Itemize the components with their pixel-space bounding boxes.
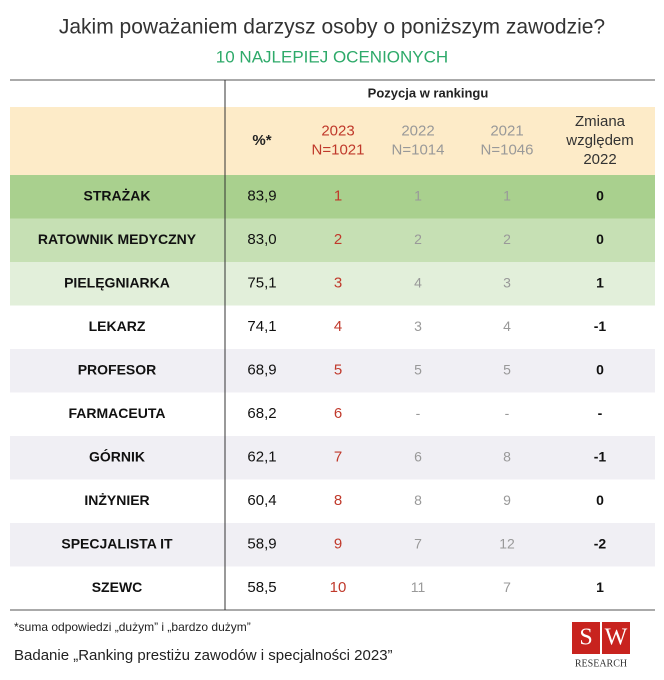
row-label: PIELĘGNIARKA <box>64 274 170 290</box>
logo-letter: S <box>579 625 592 651</box>
table-cell: 74,1 <box>247 318 276 335</box>
table-cell: 10 <box>330 579 347 596</box>
row-background <box>10 175 655 219</box>
table-cell: 3 <box>334 275 342 292</box>
column-header: %* <box>252 132 271 149</box>
table-cell: 1 <box>334 188 342 205</box>
subtitle: 10 NAJLEPIEJ OCENIONYCH <box>216 47 448 66</box>
row-label: INŻYNIER <box>84 492 149 508</box>
table-cell: 8 <box>503 448 511 464</box>
table-cell: 68,2 <box>247 405 276 422</box>
row-label: PROFESOR <box>78 361 157 377</box>
table-cell: 3 <box>414 318 422 334</box>
table-cell: 75,1 <box>247 275 276 292</box>
table-cell: -2 <box>594 535 607 551</box>
row-label: LEKARZ <box>89 318 146 334</box>
column-header: Zmiana <box>575 113 626 130</box>
table-cell: 1 <box>596 274 604 290</box>
table-cell: 62,1 <box>247 449 276 466</box>
table-cell: 5 <box>503 361 511 377</box>
table-cell: 83,9 <box>247 188 276 205</box>
table-cell: 2 <box>503 231 511 247</box>
table-cell: 3 <box>503 274 511 290</box>
row-background <box>10 262 655 306</box>
row-label: RATOWNIK MEDYCZNY <box>38 231 197 247</box>
column-header: N=1046 <box>481 141 534 158</box>
row-background <box>10 566 655 610</box>
column-header: względem <box>565 132 634 149</box>
row-label: STRAŻAK <box>84 187 151 203</box>
table-cell: - <box>505 405 510 421</box>
table-cell: 1 <box>596 579 604 595</box>
table-cell: 5 <box>334 362 342 379</box>
row-background <box>10 436 655 480</box>
table-cell: 4 <box>334 318 342 335</box>
source: Badanie „Ranking prestiżu zawodów i spec… <box>14 647 393 664</box>
column-header: 2022 <box>401 122 434 139</box>
table-cell: 9 <box>503 492 511 508</box>
column-header: N=1014 <box>392 141 445 158</box>
column-header: 2023 <box>321 122 354 139</box>
table-cell: -1 <box>594 318 607 334</box>
column-header: 2022 <box>583 151 616 168</box>
table-cell: 0 <box>596 492 604 508</box>
row-background <box>10 218 655 262</box>
table-cell: 2 <box>334 231 342 248</box>
column-header: N=1021 <box>312 141 365 158</box>
table-cell: 7 <box>414 535 422 551</box>
footnote: *suma odpowiedzi „dużym” i „bardzo dużym… <box>14 620 251 634</box>
row-label: GÓRNIK <box>89 447 145 464</box>
table-cell: 58,9 <box>247 536 276 553</box>
table-cell: 6 <box>414 448 422 464</box>
table-cell: 7 <box>503 579 511 595</box>
table-cell: 12 <box>499 535 515 551</box>
logo-letter: W <box>605 625 628 651</box>
row-label: SZEWC <box>92 579 143 595</box>
table-cell: 68,9 <box>247 362 276 379</box>
table-cell: 5 <box>414 361 422 377</box>
table-cell: 83,0 <box>247 231 276 248</box>
header-background <box>10 107 655 175</box>
table-cell: 1 <box>503 187 511 203</box>
title: Jakim poważaniem darzysz osoby o poniższ… <box>59 16 605 39</box>
logo-box <box>572 622 600 654</box>
table-cell: - <box>416 405 421 421</box>
table-cell: -1 <box>594 448 607 464</box>
table-cell: 1 <box>414 187 422 203</box>
logo-box <box>602 622 630 654</box>
table-cell: 0 <box>596 361 604 377</box>
table-cell: 4 <box>414 274 422 290</box>
table-cell: 0 <box>596 187 604 203</box>
table-cell: 8 <box>414 492 422 508</box>
table-cell: 0 <box>596 231 604 247</box>
table-cell: - <box>598 405 603 421</box>
row-background <box>10 479 655 523</box>
row-background <box>10 523 655 567</box>
table-cell: 58,5 <box>247 579 276 596</box>
table-cell: 60,4 <box>247 492 276 509</box>
column-header: 2021 <box>490 122 523 139</box>
group-header: Pozycja w rankingu <box>368 85 489 100</box>
row-background <box>10 392 655 436</box>
table-cell: 7 <box>334 449 342 466</box>
table-cell: 2 <box>414 231 422 247</box>
logo-text: RESEARCH <box>575 658 627 669</box>
row-label: SPECJALISTA IT <box>61 535 173 551</box>
table-cell: 6 <box>334 405 342 422</box>
table-cell: 9 <box>334 536 342 553</box>
row-background <box>10 349 655 393</box>
table-cell: 8 <box>334 492 342 509</box>
table-cell: 4 <box>503 318 511 334</box>
table-cell: 11 <box>411 579 426 595</box>
row-background <box>10 305 655 349</box>
row-label: FARMACEUTA <box>69 405 166 421</box>
